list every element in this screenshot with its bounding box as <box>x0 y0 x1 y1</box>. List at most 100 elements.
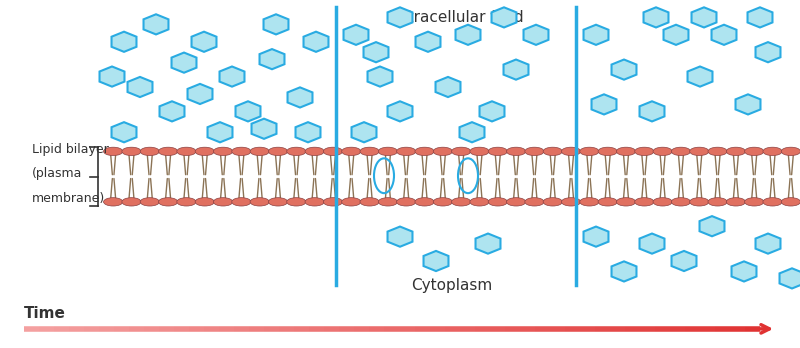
Text: membrane): membrane) <box>32 192 106 205</box>
Circle shape <box>214 198 233 206</box>
Polygon shape <box>639 101 665 121</box>
Text: Time: Time <box>24 306 66 321</box>
Circle shape <box>397 198 416 206</box>
Polygon shape <box>295 122 321 142</box>
Circle shape <box>140 147 159 156</box>
Polygon shape <box>663 25 689 45</box>
Polygon shape <box>699 216 725 236</box>
Circle shape <box>745 147 764 156</box>
Circle shape <box>506 147 526 156</box>
Text: Extracellular fluid: Extracellular fluid <box>389 10 523 25</box>
Circle shape <box>451 198 470 206</box>
Circle shape <box>598 198 618 206</box>
Circle shape <box>305 147 324 156</box>
Circle shape <box>763 198 782 206</box>
Circle shape <box>653 147 672 156</box>
Polygon shape <box>643 7 669 27</box>
Circle shape <box>671 147 690 156</box>
Text: (plasma: (plasma <box>32 167 82 181</box>
Circle shape <box>140 198 159 206</box>
Circle shape <box>286 198 306 206</box>
Polygon shape <box>475 234 501 254</box>
Circle shape <box>415 147 434 156</box>
Polygon shape <box>235 101 261 121</box>
Circle shape <box>434 198 453 206</box>
Circle shape <box>268 147 288 156</box>
Circle shape <box>323 147 342 156</box>
Circle shape <box>158 147 178 156</box>
Circle shape <box>342 147 361 156</box>
Circle shape <box>616 147 636 156</box>
Polygon shape <box>479 101 505 121</box>
Circle shape <box>415 198 434 206</box>
Circle shape <box>726 147 746 156</box>
Circle shape <box>470 147 489 156</box>
Circle shape <box>634 198 654 206</box>
Circle shape <box>451 147 470 156</box>
Circle shape <box>616 198 636 206</box>
Polygon shape <box>187 84 213 104</box>
Polygon shape <box>755 234 781 254</box>
Polygon shape <box>207 122 233 142</box>
Polygon shape <box>459 122 485 142</box>
Polygon shape <box>387 227 413 247</box>
Circle shape <box>122 198 141 206</box>
Circle shape <box>360 198 379 206</box>
Circle shape <box>543 198 562 206</box>
Circle shape <box>305 198 324 206</box>
Circle shape <box>562 198 581 206</box>
Polygon shape <box>111 32 137 52</box>
Circle shape <box>506 198 526 206</box>
Polygon shape <box>303 32 329 52</box>
Polygon shape <box>251 119 277 139</box>
Polygon shape <box>435 77 461 97</box>
Polygon shape <box>611 261 637 282</box>
Circle shape <box>177 147 196 156</box>
Circle shape <box>708 147 727 156</box>
Polygon shape <box>491 7 517 27</box>
Circle shape <box>580 147 599 156</box>
Polygon shape <box>171 53 197 73</box>
Circle shape <box>177 198 196 206</box>
Circle shape <box>525 147 544 156</box>
Circle shape <box>232 198 251 206</box>
Circle shape <box>653 198 672 206</box>
Circle shape <box>360 147 379 156</box>
Circle shape <box>250 198 270 206</box>
Polygon shape <box>755 42 781 62</box>
Circle shape <box>103 198 122 206</box>
Polygon shape <box>711 25 737 45</box>
Circle shape <box>782 147 800 156</box>
Circle shape <box>378 198 398 206</box>
Circle shape <box>726 198 746 206</box>
Polygon shape <box>583 227 609 247</box>
Circle shape <box>323 198 342 206</box>
Polygon shape <box>583 25 609 45</box>
Polygon shape <box>523 25 549 45</box>
Polygon shape <box>671 251 697 271</box>
Circle shape <box>671 198 690 206</box>
Polygon shape <box>351 122 377 142</box>
Polygon shape <box>159 101 185 121</box>
Polygon shape <box>423 251 449 271</box>
Circle shape <box>634 147 654 156</box>
Polygon shape <box>691 7 717 27</box>
Polygon shape <box>367 66 393 87</box>
Circle shape <box>782 198 800 206</box>
Circle shape <box>690 147 709 156</box>
Polygon shape <box>127 77 153 97</box>
Circle shape <box>195 147 214 156</box>
Circle shape <box>434 147 453 156</box>
Polygon shape <box>611 60 637 80</box>
Circle shape <box>103 147 122 156</box>
Circle shape <box>378 147 398 156</box>
Polygon shape <box>455 25 481 45</box>
Polygon shape <box>387 101 413 121</box>
Polygon shape <box>503 60 529 80</box>
Circle shape <box>525 198 544 206</box>
Text: Lipid bilayer: Lipid bilayer <box>32 143 109 156</box>
Polygon shape <box>779 268 800 288</box>
Polygon shape <box>747 7 773 27</box>
Circle shape <box>268 198 288 206</box>
Circle shape <box>158 198 178 206</box>
